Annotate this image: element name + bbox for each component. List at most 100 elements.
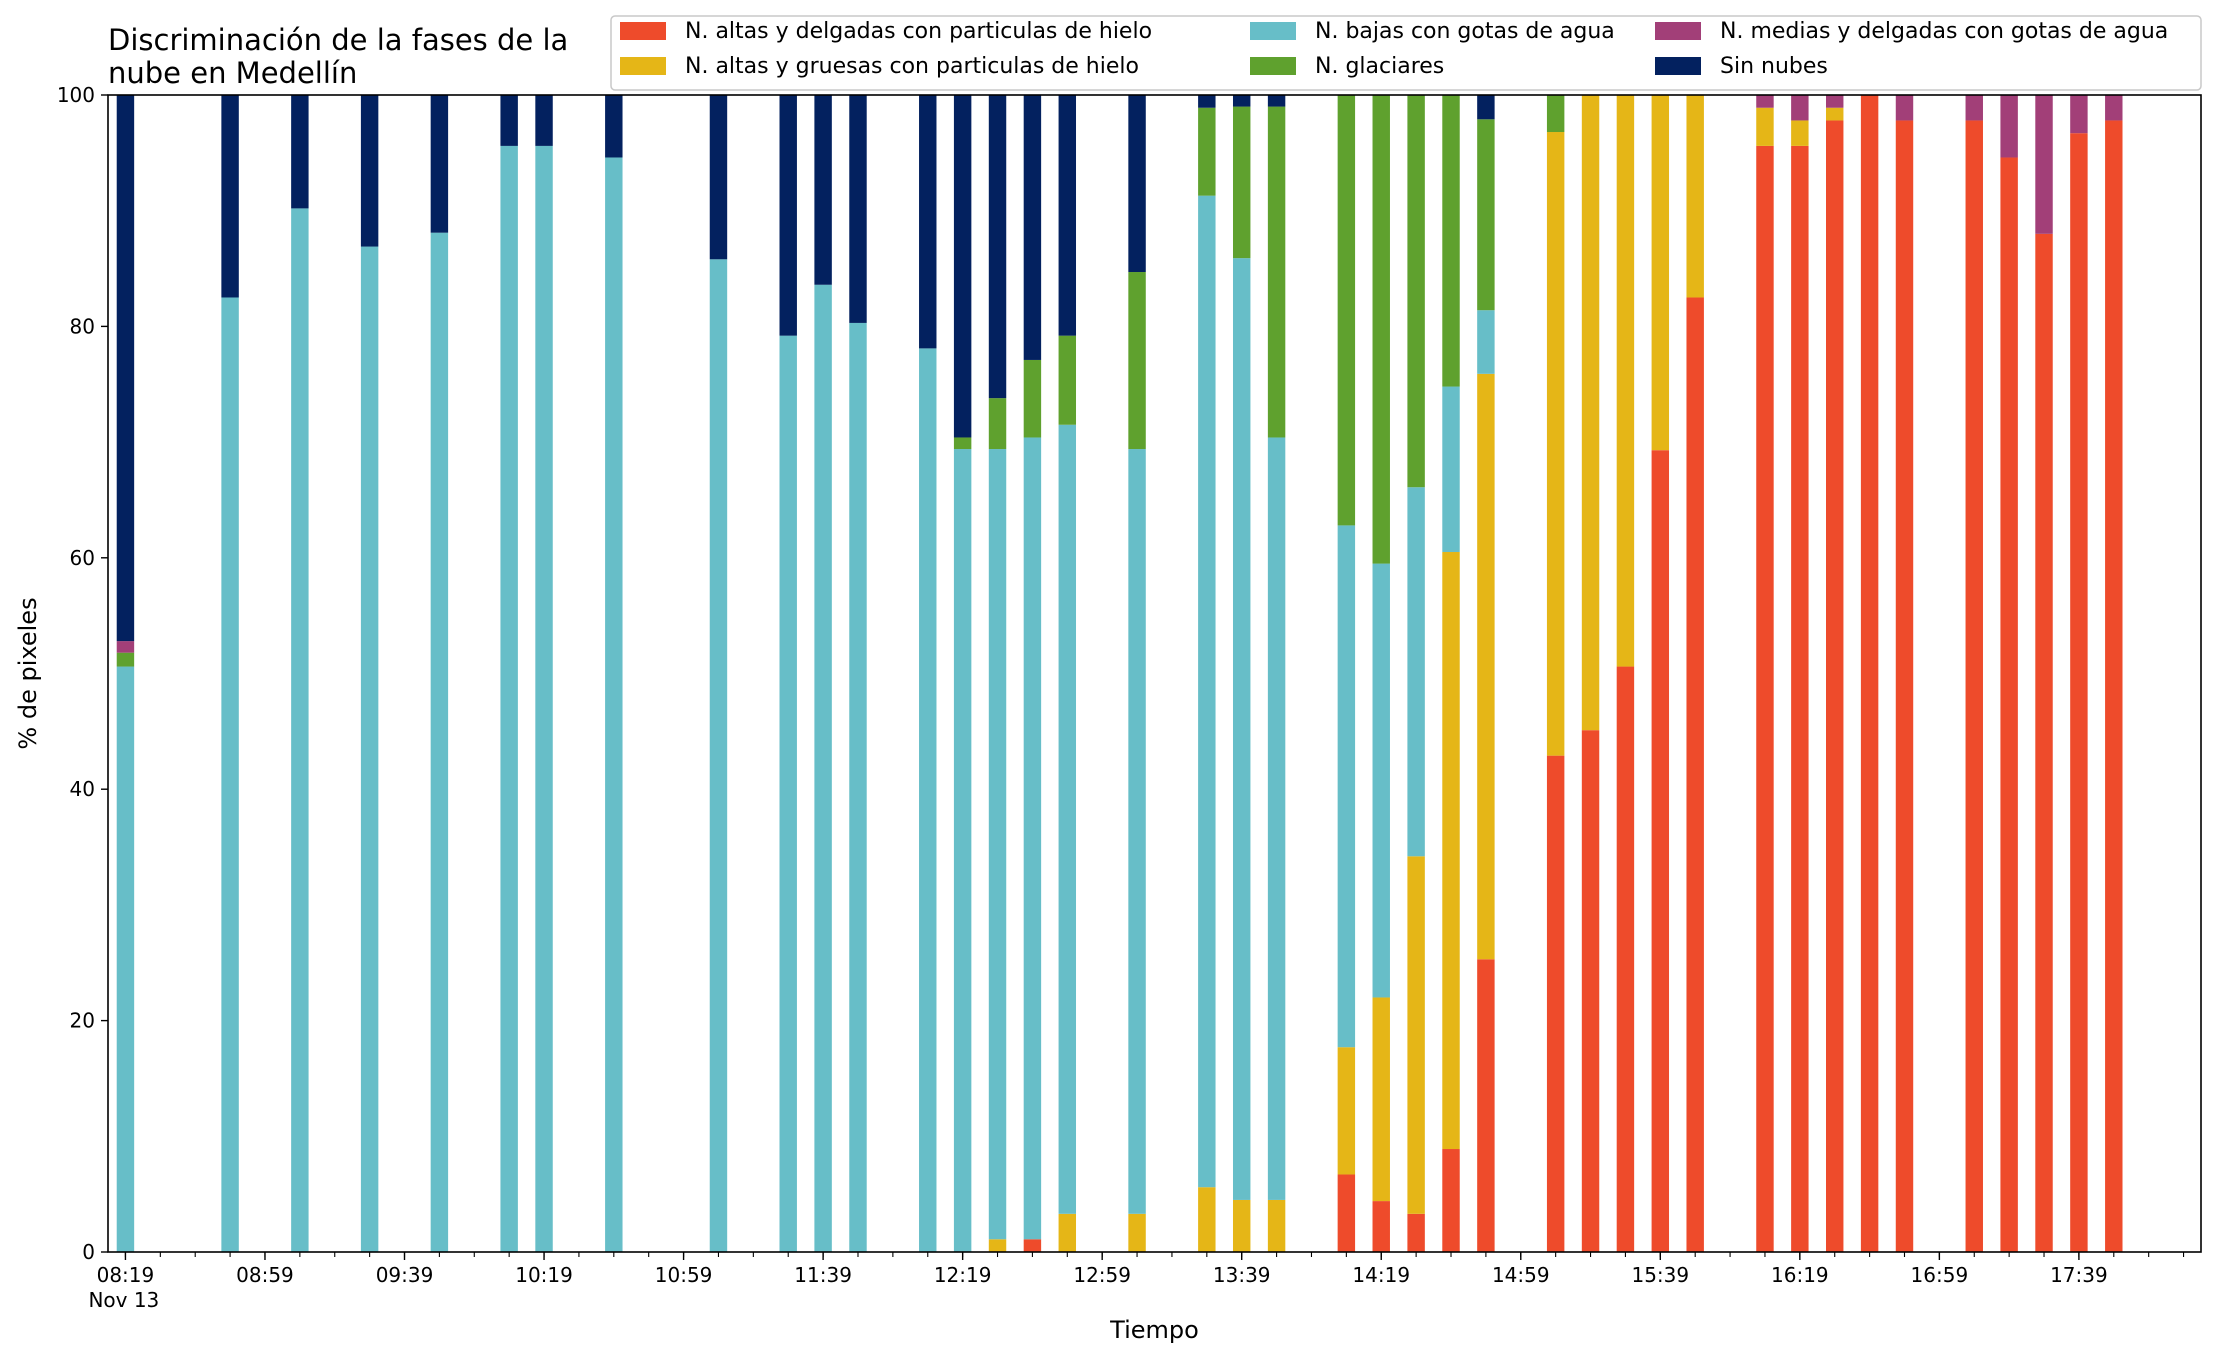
bar-segment [605,95,623,158]
bar-segment [1546,95,1565,133]
bar-segment [1616,666,1635,1252]
bar-segment [1058,1213,1077,1252]
bar-segment [1477,373,1495,960]
bar-segment [1058,95,1077,336]
bar-segment [116,95,135,642]
bar-segment [1128,272,1146,450]
x-tick-label: 14:19 [1352,1263,1410,1287]
bar-segment [291,95,309,209]
bar-segment [1267,106,1286,438]
y-axis-label: % de pixeles [14,597,42,749]
bar-segment [1232,1199,1251,1252]
bar-segment [605,157,623,1253]
bar-segment [116,641,135,653]
bar-segment [988,95,1007,399]
chart-title-line: Discriminación de la fases de la [108,23,568,57]
x-tick-label: 13:39 [1213,1263,1271,1287]
bar-segment [988,449,1007,1240]
legend-label: N. medias y delgadas con gotas de agua [1720,19,2168,44]
legend-label: N. altas y delgadas con particulas de hi… [685,19,1152,44]
bar-segment [1791,145,1809,1252]
bar-segment [430,95,449,233]
x-tick-label: 10:19 [515,1263,573,1287]
bar-segment [1407,95,1425,488]
bar-segment [779,95,797,336]
bar-segment [849,95,867,323]
bar-segment [1686,95,1704,298]
bar-segment [953,95,972,438]
bar-segment [1651,450,1670,1252]
legend-label: N. altas y gruesas con particulas de hie… [685,54,1139,79]
bar-segment [1372,1201,1390,1252]
bar-segment [1651,95,1670,451]
bar-segment [1791,120,1809,146]
bar-segment [1198,195,1216,1188]
bar-segment [1058,335,1077,425]
bar-segment [500,95,518,146]
x-tick-label: 16:59 [1911,1263,1969,1287]
bar-segment [1477,119,1495,311]
bar-segment [1337,525,1356,1048]
bar-segment [1616,95,1635,667]
bar-segment [2070,133,2088,1253]
bar-segment [1023,1239,1042,1252]
bar-segment [1267,1199,1286,1252]
bar-segment [1791,95,1809,121]
bar-segment [1058,424,1077,1214]
bar-segment [116,666,135,1252]
bar-segment [953,449,972,1252]
bar-segment [1372,95,1390,564]
bar-segment [1581,95,1600,731]
bar-segment [814,284,832,1252]
bar-segment [1372,997,1390,1202]
bar-segment [1023,437,1042,1240]
bar-segment [1581,730,1600,1252]
x-tick-label: 15:39 [1631,1263,1689,1287]
bar-segment [988,398,1007,450]
bar-segment [1442,386,1460,553]
bar-segment [849,322,867,1252]
y-tick-label: 20 [70,1009,95,1033]
y-tick-label: 80 [70,314,95,338]
bar-segment [1756,107,1774,146]
bar-segment [1023,95,1042,360]
bar-segment [1756,145,1774,1252]
x-tick-sublabel: Nov 13 [88,1288,159,1312]
bar-segment [1267,437,1286,1200]
x-tick-label: 09:39 [376,1263,434,1287]
bar-segment [535,145,553,1252]
legend-layer: N. altas y delgadas con particulas de hi… [610,15,2202,91]
bar-segment [116,652,135,667]
bar-segment [1232,95,1251,107]
legend-label: N. bajas con gotas de agua [1315,19,1615,44]
bar-segment [1337,1047,1356,1175]
bar-segment [1965,95,1983,121]
bar-segment [1198,107,1216,196]
bar-segment [360,246,379,1252]
bar-segment [1442,1149,1460,1252]
chart-title-line: nube en Medellín [108,56,357,90]
bar-segment [430,232,449,1252]
bar-segment [500,145,518,1252]
bar-segment [1198,95,1216,108]
y-tick-label: 40 [70,777,95,801]
x-tick-label: 08:19 [97,1263,155,1287]
bar-segment [1232,106,1251,259]
bar-segment [1407,1213,1425,1252]
legend-label: Sin nubes [1720,54,1828,79]
bar-segment [814,95,832,285]
bar-segment [1128,1213,1146,1252]
bar-segment [2000,95,2018,158]
bar-segment [1756,95,1774,108]
bar-segment [1128,449,1146,1214]
bar-segment [1546,755,1565,1252]
bar-segment [1198,1187,1216,1252]
bar-segment [2035,233,2053,1253]
bar-segment [1442,552,1460,1150]
axes-layer: 0 20 40 60 80 100 08:19 08:59 09:39 10:19 10:59 11:… [14,83,2202,1344]
bar-segment [1895,120,1914,1253]
x-tick-label: 16:19 [1771,1263,1829,1287]
x-axis-label: Tiempo [1109,1316,1199,1344]
y-tick-label: 100 [57,83,95,107]
